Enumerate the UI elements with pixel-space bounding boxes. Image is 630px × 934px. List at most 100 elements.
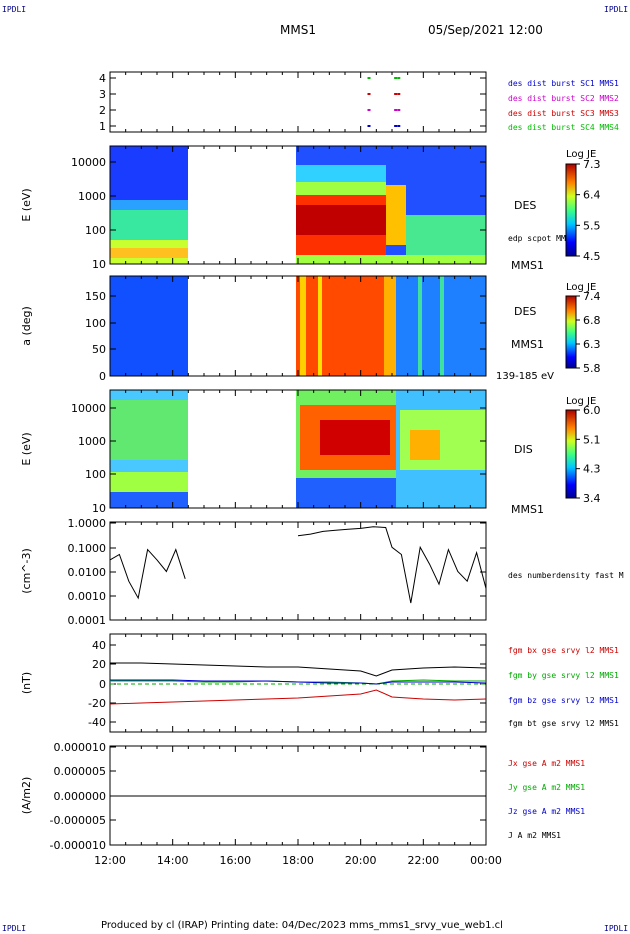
colorbar-tick-label: 7.4 [583, 290, 601, 303]
y-tick-label: 10 [92, 258, 106, 271]
current-legend-jy: Jy gse A m2 MMS1 [508, 783, 586, 792]
bfield-series-2 [110, 679, 487, 685]
y-tick-label: 20 [92, 658, 106, 671]
current-legend-jz: Jz gse A m2 MMS1 [508, 807, 586, 816]
panel-density: 1.0000 0.1000 0.0100 0.0010 0.0001 (cm^-3) [20, 517, 487, 627]
des-energy-cbar-title: Log JE [566, 149, 597, 160]
y-axis-label: (nT) [20, 672, 33, 694]
des-pitch-species: DES [514, 305, 537, 318]
burst-marker [397, 109, 401, 111]
dis-energy-spectrogram [110, 390, 486, 508]
y-tick-label: 10000 [71, 402, 106, 415]
colorbar-gradient [565, 409, 577, 499]
colorbar-dis-energy: 6.0 5.1 4.3 3.4 [565, 404, 601, 505]
burst-marker [367, 77, 371, 79]
burst-legend-2: des dist burst SC2 MMS2 [508, 94, 619, 103]
y-tick-label: 100 [85, 224, 106, 237]
current-legend-jx: Jx gse A m2 MMS1 [508, 759, 586, 768]
bfield-series-0 [109, 689, 487, 705]
burst-legend-4: des dist burst SC4 MMS4 [508, 123, 619, 132]
y-tick-label: 150 [85, 290, 106, 303]
burst-marker [367, 93, 371, 95]
y-tick-label: -40 [88, 716, 106, 729]
x-tick-label: 14:00 [157, 854, 189, 867]
panel-des-energy: 10000 1000 100 10 E (eV) [20, 145, 487, 271]
y-tick-label: 0.0100 [68, 566, 107, 579]
colorbar-gradient [565, 163, 577, 257]
panel-frame [109, 71, 487, 133]
colorbar-tick-label: 6.8 [583, 314, 601, 327]
colorbar-tick-label: 6.3 [583, 338, 601, 351]
des-energy-note: edp scpot MMS1 [508, 234, 576, 243]
burst-legend-3: des dist burst SC3 MMS3 [508, 109, 619, 118]
y-tick-label: 0 [99, 678, 106, 691]
corner-label-bottom-left: IPDLI [2, 924, 27, 933]
corner-label-top-right: IPDLI [604, 5, 629, 14]
y-tick-label: 0.1000 [68, 542, 107, 555]
des-energy-spectrogram [110, 146, 486, 264]
panel-des-pitch: 150 100 50 0 a (deg) [20, 275, 487, 383]
y-tick-label: 2 [99, 104, 106, 117]
corner-label-top-left: IPDLI [2, 5, 27, 14]
y-tick-label: 0 [99, 370, 106, 383]
y-tick-label: 4 [99, 72, 106, 85]
x-tick-label: 12:00 [94, 854, 126, 867]
burst-legend-1: des dist burst SC1 MMS1 [508, 79, 619, 88]
dis-energy-mission: MMS1 [511, 503, 544, 516]
dis-energy-species: DIS [514, 443, 533, 456]
x-tick-label: 00:00 [470, 854, 502, 867]
burst-marker [367, 109, 371, 111]
density-line-segment-2 [297, 526, 487, 604]
colorbar-tick-label: 4.3 [583, 463, 601, 476]
colorbar-tick-label: 5.1 [583, 433, 601, 446]
y-tick-label: 0.0001 [68, 614, 107, 627]
bfield-legend-by: fgm by gse srvy l2 MMS1 [508, 671, 619, 680]
panel-burst: 1 2 3 4 [99, 71, 487, 133]
panel-bfield: 40 20 0 -20 -40 (nT) [20, 633, 487, 733]
colorbar-tick-label: 5.8 [583, 362, 601, 375]
y-tick-label: -20 [88, 697, 106, 710]
y-tick-label: -0.000010 [50, 839, 106, 852]
burst-marker [397, 125, 401, 127]
bfield-legend-bz: fgm bz gse srvy l2 MMS1 [508, 696, 619, 705]
burst-marker [367, 125, 371, 127]
des-pitch-spectrogram [110, 276, 486, 376]
y-axis-label: E (eV) [20, 188, 33, 221]
date-title: 05/Sep/2021 12:00 [428, 23, 543, 37]
panel-current: 0.000010 0.000005 0.000000 -0.000005 -0.0000… [20, 741, 487, 852]
burst-marker [394, 77, 398, 79]
y-axis-label: (A/m2) [20, 777, 33, 815]
colorbar-tick-label: 5.5 [583, 219, 601, 232]
colorbar-tick-label: 3.4 [583, 492, 601, 505]
corner-label-bottom-right: IPDLI [604, 924, 629, 933]
x-tick-label: 18:00 [282, 854, 314, 867]
density-legend: des numberdensity fast M [508, 571, 624, 580]
current-legend-j: J A m2 MMS1 [508, 831, 561, 840]
x-tick-label: 20:00 [345, 854, 377, 867]
des-pitch-cbar-title: Log JE [566, 282, 597, 293]
colorbar-tick-label: 6.4 [583, 189, 601, 202]
panel-frame [109, 633, 487, 733]
colorbar-tick-label: 7.3 [583, 158, 601, 171]
burst-marker [394, 109, 398, 111]
y-tick-label: 0.000005 [54, 765, 107, 778]
y-axis-label: a (deg) [20, 306, 33, 346]
colorbar-gradient [565, 295, 577, 369]
mission-title: MMS1 [280, 23, 316, 37]
colorbar-tick-label: 4.5 [583, 250, 601, 263]
y-tick-label: 3 [99, 88, 106, 101]
x-tick-label: 22:00 [407, 854, 439, 867]
y-tick-label: 100 [85, 317, 106, 330]
y-tick-label: 40 [92, 639, 106, 652]
des-pitch-mission: MMS1 [511, 338, 544, 351]
colorbar-des-energy: 7.3 6.4 5.5 4.5 [565, 158, 601, 263]
density-line-segment-1 [109, 548, 186, 600]
y-tick-label: 1 [99, 120, 106, 133]
bfield-legend-bt: fgm bt gse srvy l2 MMS1 [508, 719, 619, 728]
burst-marker [397, 93, 401, 95]
y-axis-label: (cm^-3) [20, 548, 33, 594]
bfield-series-3 [110, 662, 487, 677]
y-axis-label: E (eV) [20, 432, 33, 465]
y-tick-label: 100 [85, 468, 106, 481]
x-tick-label: 16:00 [219, 854, 251, 867]
